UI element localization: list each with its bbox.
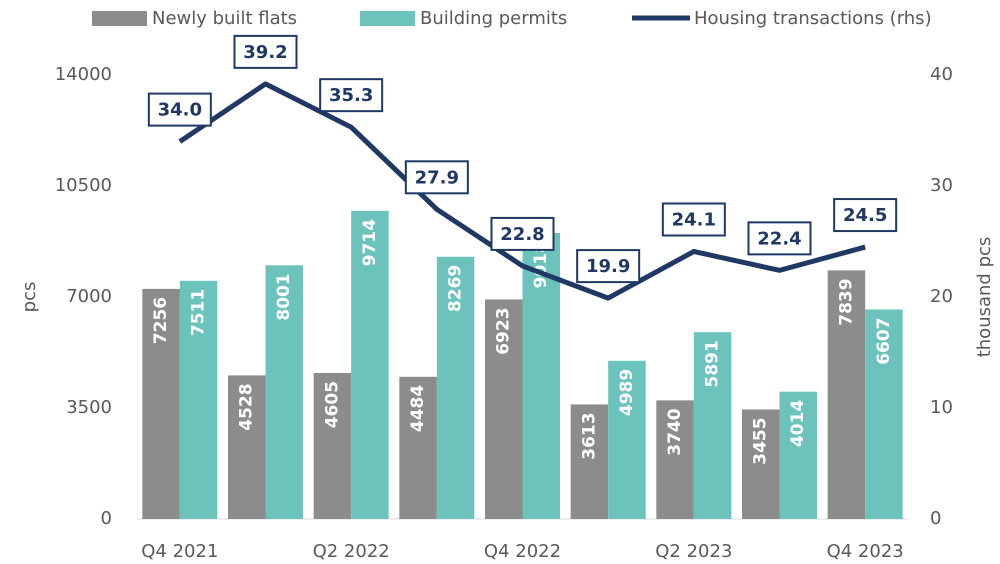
bar-value-label: 4014 xyxy=(788,400,808,447)
line-value-label: 19.9 xyxy=(586,256,630,277)
bar-value-label: 4605 xyxy=(322,381,342,428)
bar xyxy=(608,360,646,519)
bar xyxy=(522,233,560,520)
y-axis-label: pcs xyxy=(19,282,40,313)
bar xyxy=(693,332,732,519)
y2-tick-label: 0 xyxy=(930,508,941,529)
bar-value-label: 6923 xyxy=(494,307,514,354)
line-value-label: 39.2 xyxy=(243,42,287,63)
data-label-box xyxy=(147,92,212,127)
bar xyxy=(399,376,437,519)
y2-tick-label: 10 xyxy=(930,397,953,418)
bar-value-label: 9714 xyxy=(360,219,380,266)
line-value-label: 24.1 xyxy=(672,209,716,230)
y-tick-label: 3500 xyxy=(66,397,112,418)
bar xyxy=(436,256,475,519)
bar xyxy=(779,391,817,519)
data-label-box xyxy=(661,202,726,237)
y-tick-label: 14000 xyxy=(55,64,112,85)
data-label-box xyxy=(319,78,384,113)
legend-label: Building permits xyxy=(420,8,567,29)
x-tick-label: Q2 2023 xyxy=(655,541,732,562)
y-tick-label: 0 xyxy=(101,508,112,529)
y2-tick-label: 30 xyxy=(930,175,953,196)
data-label-box xyxy=(404,160,469,195)
x-tick-label: Q4 2022 xyxy=(484,541,561,562)
x-tick-label: Q2 2022 xyxy=(313,541,390,562)
bar xyxy=(742,409,780,519)
data-label-box xyxy=(747,221,812,256)
legend-label: Newly built flats xyxy=(152,8,297,29)
line-value-label: 34.0 xyxy=(158,100,202,121)
bar xyxy=(865,309,903,519)
legend-swatch xyxy=(92,11,147,26)
bar-value-label: 8001 xyxy=(274,273,294,320)
line-value-label: 22.8 xyxy=(500,224,544,245)
line-value-label: 24.5 xyxy=(843,205,887,226)
data-label-box xyxy=(833,198,898,233)
line-value-label: 35.3 xyxy=(329,85,373,106)
bar-value-label: 4989 xyxy=(617,369,637,416)
data-label-box xyxy=(576,249,641,284)
x-tick-label: Q4 2023 xyxy=(827,541,904,562)
bar-value-label: 3455 xyxy=(751,417,771,464)
line-value-label: 22.4 xyxy=(757,228,801,249)
bar xyxy=(179,280,218,519)
bar xyxy=(485,299,523,519)
bar-value-label: 7256 xyxy=(151,297,171,344)
bar-value-label: 4484 xyxy=(408,385,428,432)
data-label-box xyxy=(233,34,298,69)
bar xyxy=(351,210,389,519)
bar-value-label: 3613 xyxy=(579,412,599,459)
bar-value-label: 8269 xyxy=(446,265,466,312)
bar-value-label: 4528 xyxy=(237,383,257,430)
bar xyxy=(142,288,180,519)
y2-axis-label: thousand pcs xyxy=(974,237,995,358)
y-tick-label: 10500 xyxy=(55,175,112,196)
line-value-label: 27.9 xyxy=(415,167,459,188)
bar-value-label: 6607 xyxy=(874,317,894,364)
bar-value-label: 5891 xyxy=(703,340,723,387)
legend-label: Housing transactions (rhs) xyxy=(694,8,932,29)
data-label-box xyxy=(490,216,555,251)
bar-value-label: 3740 xyxy=(665,408,685,455)
bar xyxy=(570,404,609,519)
bar-value-label: 7511 xyxy=(189,289,209,336)
legend-swatch xyxy=(360,11,415,26)
bar xyxy=(656,400,694,519)
bar-value-label: 7839 xyxy=(836,278,856,325)
bar xyxy=(827,270,866,519)
bar xyxy=(313,372,352,519)
x-tick-label: Q4 2021 xyxy=(141,541,218,562)
bar xyxy=(265,265,303,519)
y2-tick-label: 20 xyxy=(930,286,953,307)
y-tick-label: 7000 xyxy=(66,286,112,307)
y2-tick-label: 40 xyxy=(930,64,953,85)
line xyxy=(178,81,866,301)
bar xyxy=(228,375,266,519)
